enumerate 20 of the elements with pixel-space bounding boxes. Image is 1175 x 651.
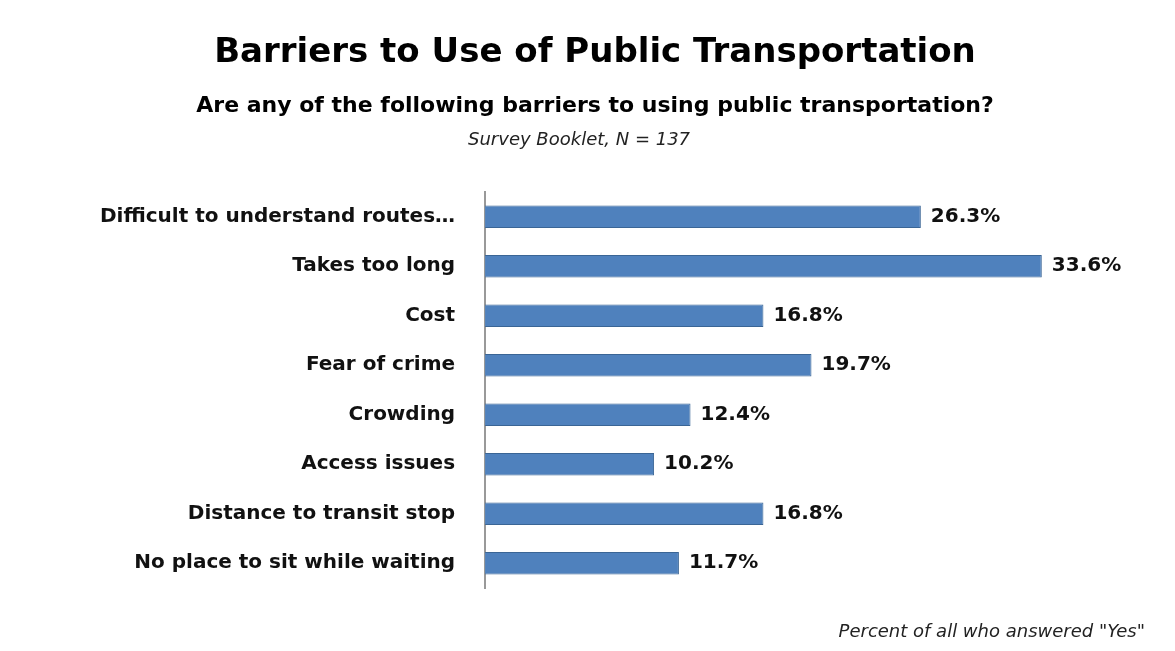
data-label: 11.7% bbox=[688, 549, 759, 574]
y-tick-label: Difficult to understand routes… bbox=[99, 202, 456, 227]
text: Percent of all who answered "Yes" bbox=[838, 620, 1145, 641]
chart-title: Barriers to Use of Public Transportation bbox=[213, 30, 977, 70]
data-label: 33.6% bbox=[1051, 252, 1122, 277]
data-label: 10.2% bbox=[664, 450, 734, 475]
y-tick-label: Distance to transit stop bbox=[187, 499, 456, 524]
data-label: 19.7% bbox=[821, 351, 891, 376]
chart-subtitle: Are any of the following barriers to using public transportation? bbox=[195, 92, 995, 117]
y-tick-label: Crowding bbox=[348, 400, 456, 425]
text: Survey Booklet, N = 137 bbox=[468, 128, 691, 149]
data-label: 16.8% bbox=[773, 499, 843, 524]
y-tick-label: Access issues bbox=[301, 450, 456, 475]
y-tick-label: Cost bbox=[405, 301, 456, 326]
y-tick-label: Fear of crime bbox=[305, 351, 456, 376]
y-tick-label: No place to sit while waiting bbox=[134, 549, 456, 574]
data-label: 26.3% bbox=[930, 202, 1001, 227]
data-label: 16.8% bbox=[773, 301, 843, 326]
data-label: 12.4% bbox=[700, 400, 770, 425]
y-tick-label: Takes too long bbox=[292, 252, 456, 277]
